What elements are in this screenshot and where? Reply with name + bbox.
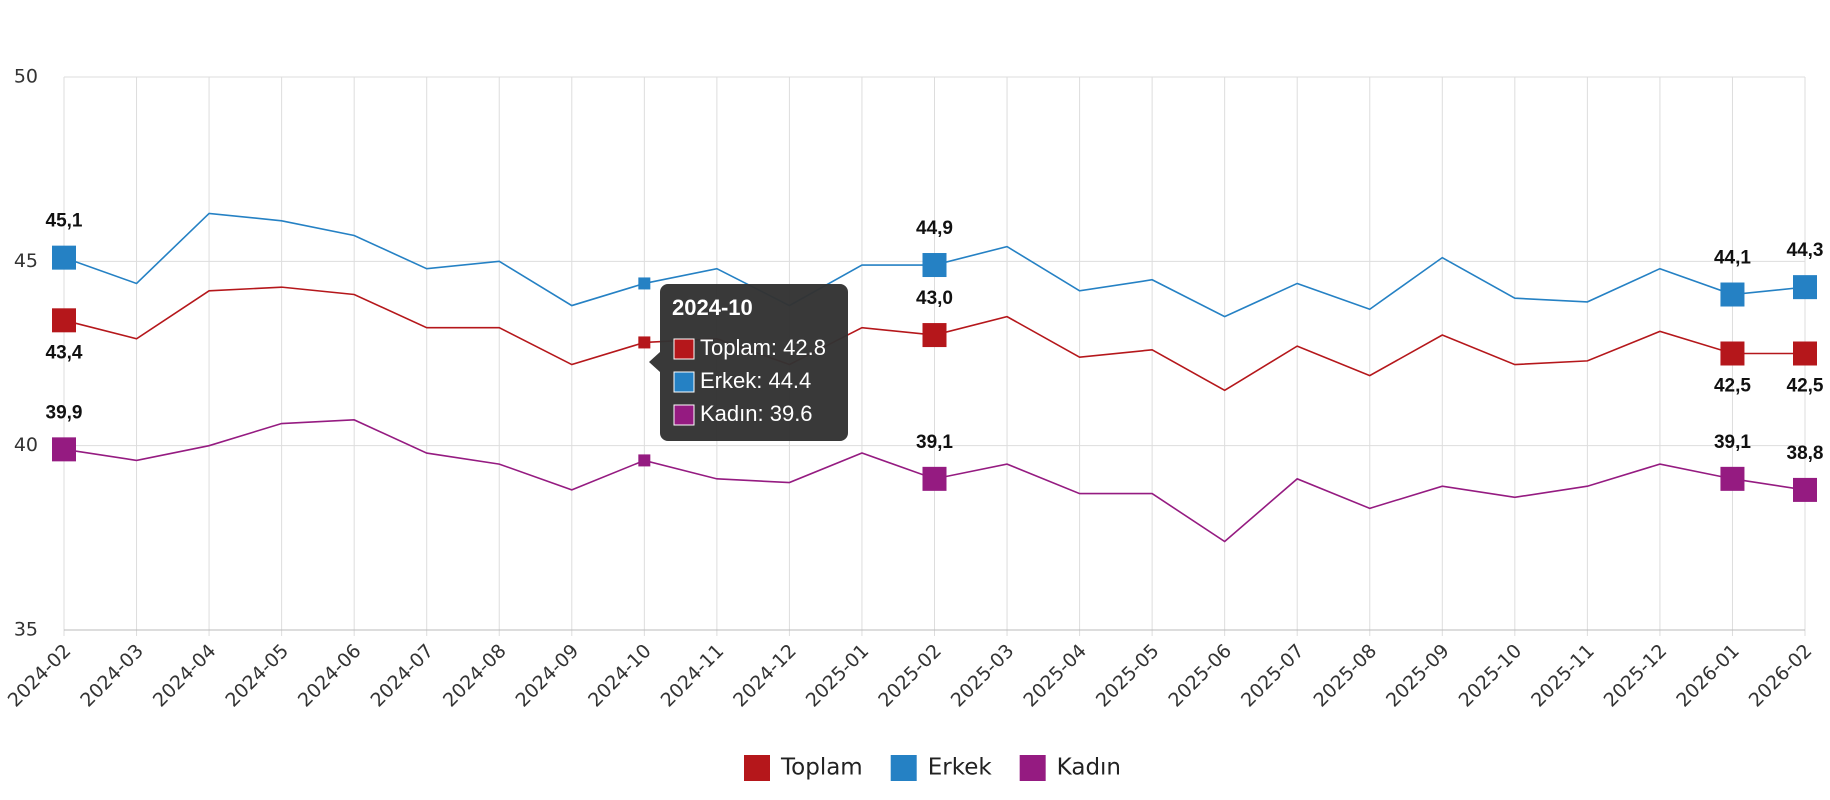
x-tick-label: 2025-10 <box>1455 640 1527 712</box>
data-point <box>922 253 947 278</box>
legend-swatch <box>744 755 770 781</box>
data-point <box>52 437 76 462</box>
y-tick-label: 35 <box>14 619 38 641</box>
data-label: 39,1 <box>916 432 953 453</box>
data-point <box>1720 282 1745 307</box>
data-label: 44,3 <box>1787 240 1824 261</box>
x-tick-label: 2024-11 <box>657 640 729 712</box>
data-point <box>1793 477 1817 502</box>
tooltip-swatch <box>673 404 695 426</box>
tooltip-box <box>649 284 848 441</box>
y-tick-label: 40 <box>14 434 38 456</box>
data-label: 43,4 <box>46 342 83 363</box>
tooltip-swatch <box>673 371 695 393</box>
x-tick-label: 2025-03 <box>947 640 1019 712</box>
x-tick-label: 2025-09 <box>1382 640 1454 712</box>
x-tick-label: 2024-08 <box>439 640 511 712</box>
x-tick-label: 2024-03 <box>76 640 148 712</box>
data-point <box>1793 341 1817 366</box>
legend: Toplam Erkek Kadın <box>744 755 1121 781</box>
data-label: 38,8 <box>1787 443 1824 464</box>
x-tick-label: 2024-09 <box>512 640 584 712</box>
legend-label: Toplam <box>780 755 863 781</box>
x-tick-label: 2025-04 <box>1019 640 1091 712</box>
x-tick-label: 2024-05 <box>221 640 293 712</box>
data-point <box>638 454 651 467</box>
data-point <box>1720 341 1745 366</box>
data-point <box>638 336 651 349</box>
x-tick-label: 2025-08 <box>1309 640 1381 712</box>
tooltip-item: Erkek: 44.4 <box>700 368 811 393</box>
data-label: 45,1 <box>46 211 83 232</box>
data-label: 44,9 <box>916 218 953 239</box>
data-point <box>52 245 76 270</box>
data-point <box>922 466 947 491</box>
y-tick-label: 45 <box>14 250 38 272</box>
legend-label: Kadın <box>1057 755 1121 781</box>
x-tick-label: 2025-05 <box>1092 640 1164 712</box>
data-point <box>922 323 947 348</box>
data-label: 42,5 <box>1714 376 1751 397</box>
x-tick-label: 2026-01 <box>1672 640 1744 712</box>
x-tick-label: 2024-12 <box>729 640 801 712</box>
x-tick-label: 2025-11 <box>1527 640 1599 712</box>
data-label: 39,9 <box>46 402 83 423</box>
legend-swatch <box>1019 755 1046 781</box>
data-point <box>1793 275 1817 300</box>
x-tick-label: 2025-01 <box>802 640 874 712</box>
data-label: 39,1 <box>1714 432 1751 453</box>
data-point <box>1720 466 1745 491</box>
x-tick-label: 2026-02 <box>1745 640 1817 712</box>
x-tick-label: 2024-04 <box>149 640 221 712</box>
data-label: 43,0 <box>916 288 953 309</box>
legend-swatch <box>890 755 917 781</box>
tooltip-title: 2024-10 <box>672 295 753 320</box>
x-tick-label: 2025-02 <box>874 640 946 712</box>
data-point <box>638 277 651 290</box>
x-tick-label: 2025-06 <box>1164 640 1236 712</box>
tooltip-item: Toplam: 42.8 <box>700 335 826 360</box>
tooltip-item: Kadın: 39.6 <box>700 401 813 426</box>
x-tick-label: 2024-02 <box>4 640 76 712</box>
tooltip-swatch <box>673 338 695 360</box>
y-tick-label: 50 <box>14 66 38 88</box>
x-tick-label: 2024-10 <box>584 640 656 712</box>
x-tick-label: 2025-07 <box>1237 640 1309 712</box>
x-tick-label: 2025-12 <box>1600 640 1672 712</box>
data-label: 42,5 <box>1787 376 1824 397</box>
x-tick-label: 2024-06 <box>294 640 366 712</box>
data-label: 44,1 <box>1714 248 1751 269</box>
x-tick-label: 2024-07 <box>366 640 438 712</box>
data-point <box>52 308 76 333</box>
tooltip: 2024-10 Toplam: 42.8 Erkek: 44.4 Kadın: 39.… <box>649 284 848 441</box>
legend-label: Erkek <box>928 755 993 781</box>
